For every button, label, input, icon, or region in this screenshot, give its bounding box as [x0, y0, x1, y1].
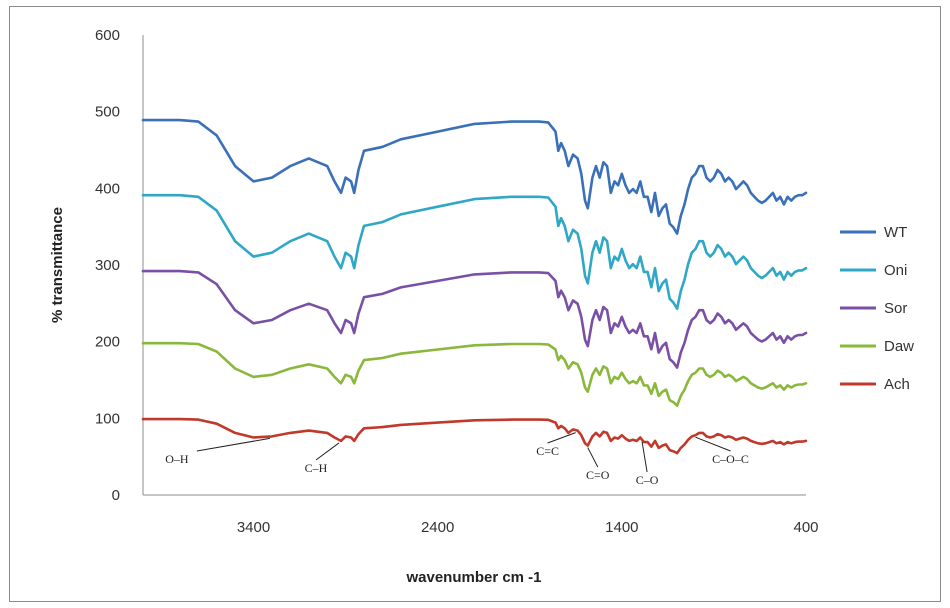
annotation-label-5: C–O–C: [712, 452, 749, 466]
legend-label-sor: Sor: [884, 300, 907, 317]
x-tick-label-2400: 2400: [421, 519, 454, 536]
annotation-leader-0: [196, 437, 271, 452]
annotation-layer: O–H C–H C=C C=O C–O C–O–C: [165, 432, 749, 487]
annotation-leader-5: [695, 436, 731, 452]
annotation-leader-2: [547, 432, 576, 444]
legend-label-ach: Ach: [884, 376, 910, 393]
y-axis-title: % transmittance: [49, 207, 66, 323]
x-tick-labels: 3400 2400 1400 400: [237, 519, 819, 536]
y-tick-labels: 0 100 200 300 400 500 600: [95, 27, 120, 504]
series-line-oni: [141, 193, 808, 310]
annotation-leader-1: [315, 442, 340, 461]
legend-label-daw: Daw: [884, 338, 914, 355]
y-tick-label-300: 300: [95, 257, 120, 274]
y-tick-label-200: 200: [95, 334, 120, 351]
y-tick-label-100: 100: [95, 410, 120, 427]
x-tick-label-400: 400: [793, 519, 818, 536]
legend-label-wt: WT: [884, 224, 907, 241]
x-tick-label-3400: 3400: [237, 519, 270, 536]
annotation-leader-3: [587, 447, 599, 468]
annotation-label-1: C–H: [305, 461, 328, 475]
annotation-label-3: C=O: [586, 468, 610, 482]
y-tick-label-400: 400: [95, 180, 120, 197]
annotation-leader-4: [641, 441, 648, 473]
annotation-label-4: C–O: [636, 473, 659, 487]
legend: WT Oni Sor Daw Ach: [840, 224, 914, 393]
series-line-daw: [141, 341, 808, 407]
axes-group: [142, 35, 806, 496]
y-tick-label-500: 500: [95, 104, 120, 121]
series-line-wt: [141, 118, 808, 235]
chart-frame: [9, 6, 941, 602]
x-tick-label-1400: 1400: [605, 519, 638, 536]
series-line-sor: [141, 269, 808, 369]
annotation-label-2: C=C: [536, 444, 559, 458]
legend-label-oni: Oni: [884, 262, 907, 279]
y-tick-label-0: 0: [112, 487, 120, 504]
annotation-label-0: O–H: [165, 452, 189, 466]
series-line-ach: [141, 417, 808, 455]
x-axis-title: wavenumber cm -1: [405, 569, 541, 586]
y-tick-label-600: 600: [95, 27, 120, 44]
series-layer: [141, 118, 808, 455]
